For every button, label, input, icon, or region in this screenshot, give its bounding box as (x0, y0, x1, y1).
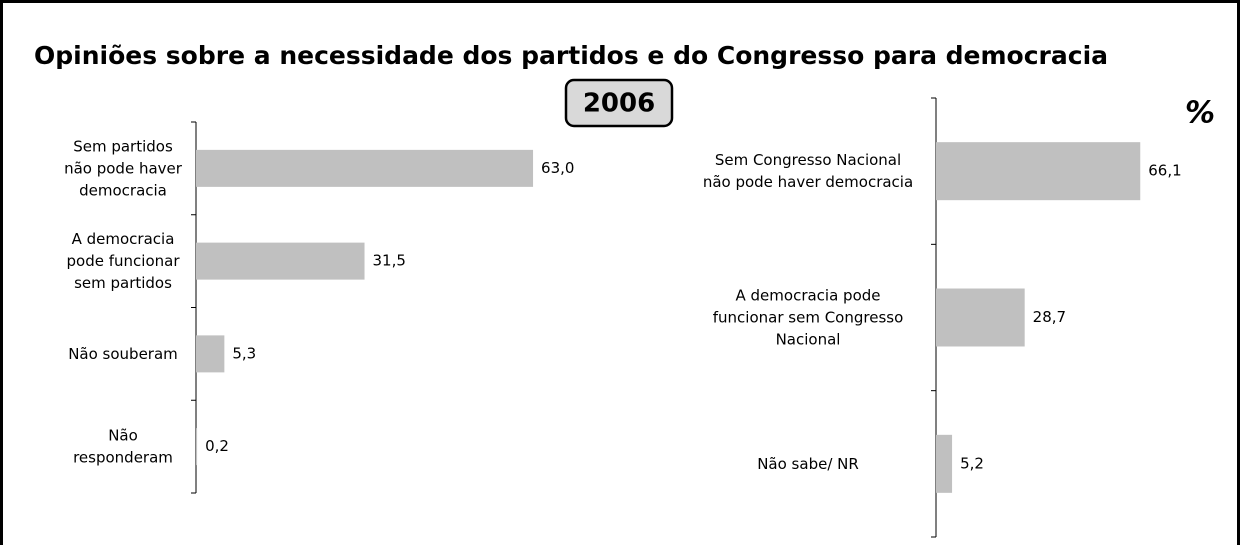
category-label: Não sabe/ NR (757, 454, 859, 472)
category-label: A democracia pode funcionar sem partidos (67, 230, 181, 292)
bar (196, 335, 225, 373)
category-label: Sem partidos não pode haver democracia (64, 137, 183, 199)
year-label: 2006 (583, 89, 655, 119)
category-label: Sem Congresso Nacional não pode haver dem… (703, 151, 913, 191)
value-label: 5,3 (232, 344, 256, 362)
value-label: 31,5 (373, 252, 406, 270)
value-label: 28,7 (1033, 308, 1066, 326)
bar (196, 428, 198, 466)
unit-label: % (1185, 96, 1215, 131)
value-label: 5,2 (960, 454, 984, 472)
category-label: Não responderam (73, 426, 173, 466)
bar (936, 434, 953, 493)
value-label: 66,1 (1148, 162, 1181, 180)
value-label: 0,2 (205, 437, 229, 455)
year-badge (564, 78, 674, 128)
bar (936, 288, 1025, 347)
title: Opiniões sobre a necessidade dos partido… (34, 41, 1108, 70)
category-label: A democracia pode funcionar sem Congresso… (713, 286, 904, 348)
bar (196, 149, 534, 187)
value-label: 63,0 (541, 159, 574, 177)
category-label: Não souberam (68, 344, 178, 362)
bar (936, 142, 1141, 201)
bar (196, 242, 365, 280)
